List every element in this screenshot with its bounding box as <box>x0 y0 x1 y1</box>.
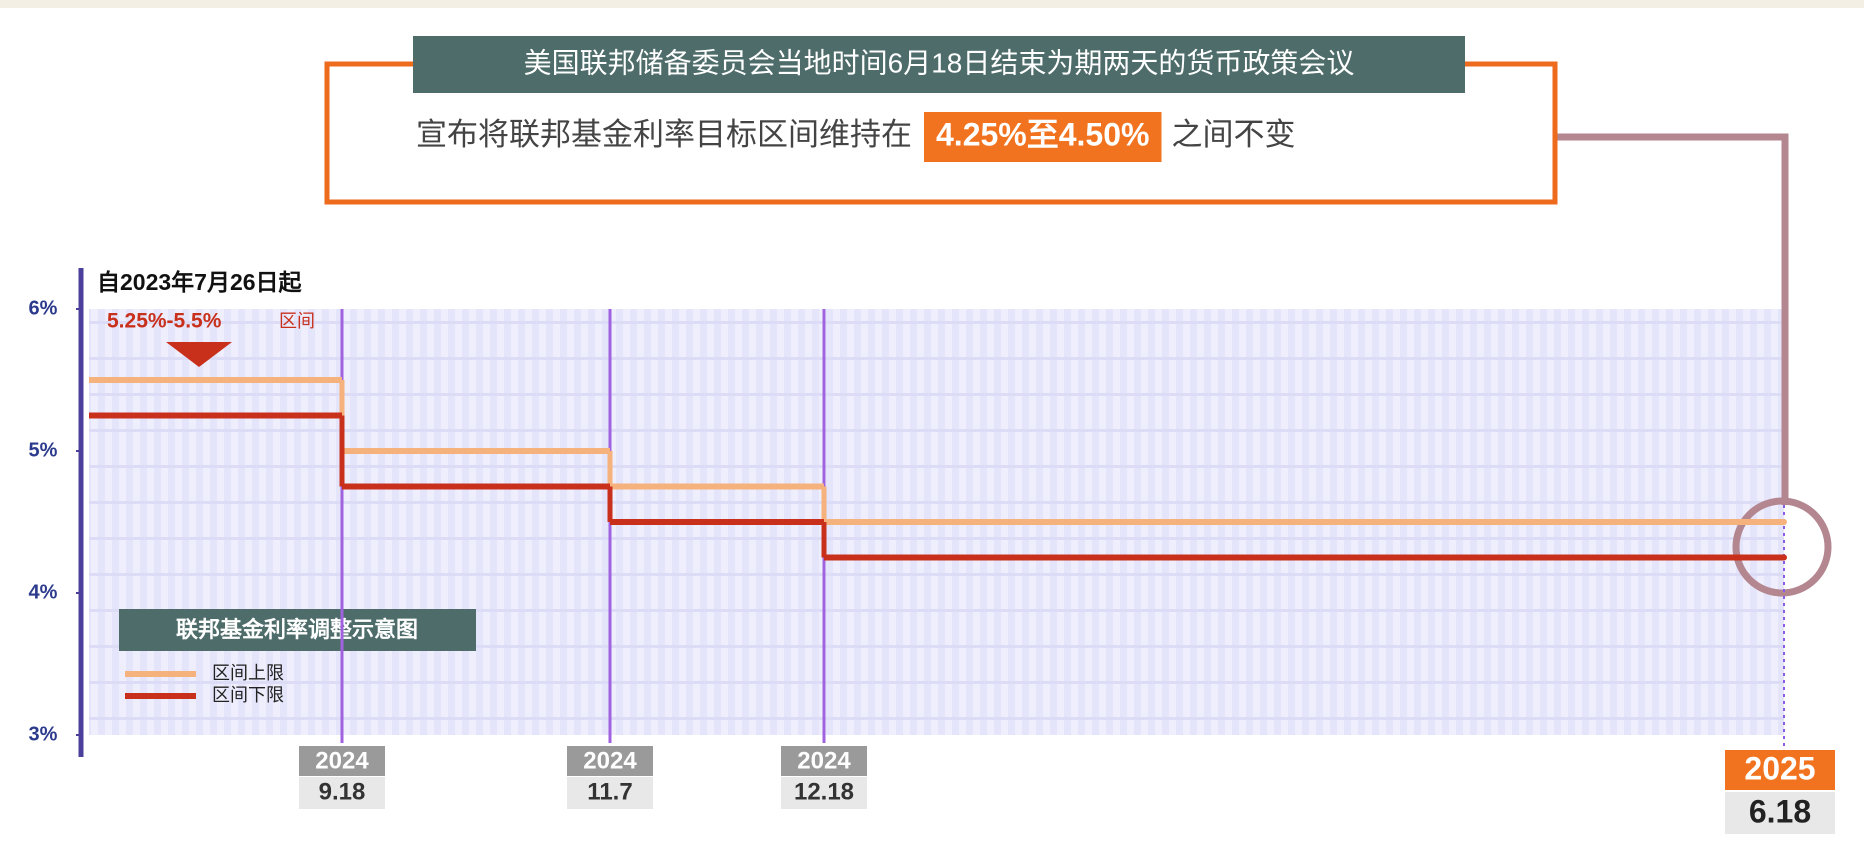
legend-title: 联邦基金利率调整示意图 <box>176 617 418 642</box>
legend-label: 区间下限 <box>212 685 284 705</box>
x-tick-label: 6.18 <box>1749 793 1811 829</box>
start-range: 5.25%-5.5% <box>107 310 222 333</box>
start-note: 自2023年7月26日起 <box>97 269 303 295</box>
y-tick-label: 5% <box>29 439 58 461</box>
legend-title-bg <box>119 609 476 651</box>
subtitle: 宣布将联邦基金利率目标区间维持在 <box>416 117 912 152</box>
year-bg <box>1725 750 1835 790</box>
title-bg <box>413 36 1465 93</box>
subtitle-suffix: 之间不变 <box>1171 117 1295 152</box>
x-tick-year: 2024 <box>315 747 369 774</box>
chart-title: 美国联邦储备委员会当地时间6月18日结束为期两天的货币政策会议 <box>524 47 1355 78</box>
x-tick-label: 11.7 <box>587 778 632 805</box>
y-tick-label: 6% <box>29 297 58 319</box>
year-bg <box>299 746 385 776</box>
x-tick-year: 2024 <box>583 747 637 774</box>
year-bg <box>567 746 653 776</box>
end-point <box>1781 554 1787 561</box>
highlight-bg <box>924 112 1162 162</box>
end-point <box>1781 519 1787 525</box>
focus-circle <box>1732 497 1832 597</box>
date-bg <box>781 777 867 809</box>
legend-label: 区间上限 <box>212 663 284 683</box>
year-bg <box>781 746 867 776</box>
start-range-suffix: 区间 <box>279 311 315 331</box>
connector <box>1555 133 1789 505</box>
highlight: 4.25%至4.50% <box>936 116 1149 152</box>
x-tick-year: 2025 <box>1744 750 1815 786</box>
y-tick-label: 3% <box>29 723 58 745</box>
date-bg <box>1725 792 1835 834</box>
date-bg <box>299 777 385 809</box>
x-tick-year: 2024 <box>797 747 851 774</box>
y-tick-label: 4% <box>29 581 58 603</box>
date-bg <box>567 777 653 809</box>
x-tick-label: 12.18 <box>794 778 854 805</box>
top-band <box>0 0 1864 8</box>
pointer <box>166 342 232 367</box>
x-tick-label: 9.18 <box>319 778 366 805</box>
